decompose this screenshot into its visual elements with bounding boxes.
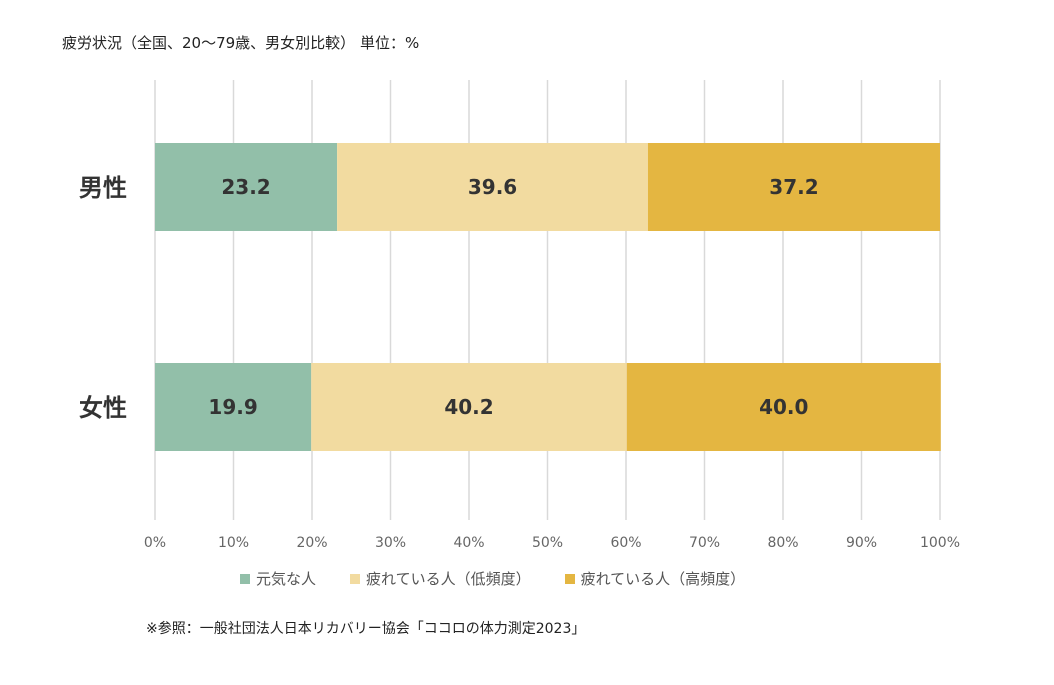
x-tick-label: 40% — [453, 535, 484, 551]
legend-item-tired-high: 疲れている人（高頻度） — [564, 568, 746, 589]
x-tick-label: 10% — [218, 535, 249, 551]
x-tick-label: 20% — [296, 535, 327, 551]
bar-segment — [647, 143, 940, 231]
x-tick-label: 30% — [375, 535, 406, 551]
bar-segment — [155, 143, 338, 231]
x-tick-label: 90% — [846, 535, 877, 551]
legend-swatch-genki — [240, 573, 250, 584]
bar-segment — [311, 363, 627, 451]
legend-label-tired-high: 疲れている人（高頻度） — [580, 570, 746, 588]
chart-title: 疲労状況（全国、20～79歳、男女別比較） 単位：% — [62, 34, 420, 52]
data-label: 23.2 — [221, 175, 270, 199]
category-label: 女性 — [79, 394, 127, 422]
x-tick-label: 0% — [144, 535, 166, 551]
legend-swatch-tired-low — [350, 573, 361, 584]
x-tick-label: 70% — [689, 535, 720, 551]
source-note: ※参照：一般社団法人日本リカバリー協会「ココロの体力測定2023」 — [146, 621, 586, 637]
legend-swatch-tired-high — [564, 573, 575, 584]
bar-segment — [337, 143, 648, 231]
bar-segment — [626, 363, 941, 451]
data-label: 19.9 — [208, 395, 257, 419]
x-tick-label: 50% — [532, 535, 563, 551]
data-label: 37.2 — [769, 175, 818, 199]
x-tick-label: 100% — [920, 535, 960, 551]
legend-label-genki: 元気な人 — [256, 570, 317, 588]
bar-segment — [155, 363, 312, 451]
data-label: 40.2 — [444, 395, 493, 419]
data-label: 39.6 — [468, 175, 517, 199]
x-tick-label: 60% — [610, 535, 641, 551]
legend: 元気な人 疲れている人（低頻度） 疲れている人（高頻度） — [240, 568, 779, 589]
x-tick-label: 80% — [767, 535, 798, 551]
data-label: 40.0 — [759, 395, 808, 419]
legend-label-tired-low: 疲れている人（低頻度） — [366, 570, 531, 588]
category-label: 男性 — [79, 174, 127, 202]
legend-item-genki: 元気な人 — [240, 568, 316, 589]
legend-item-tired-low: 疲れている人（低頻度） — [350, 568, 531, 589]
